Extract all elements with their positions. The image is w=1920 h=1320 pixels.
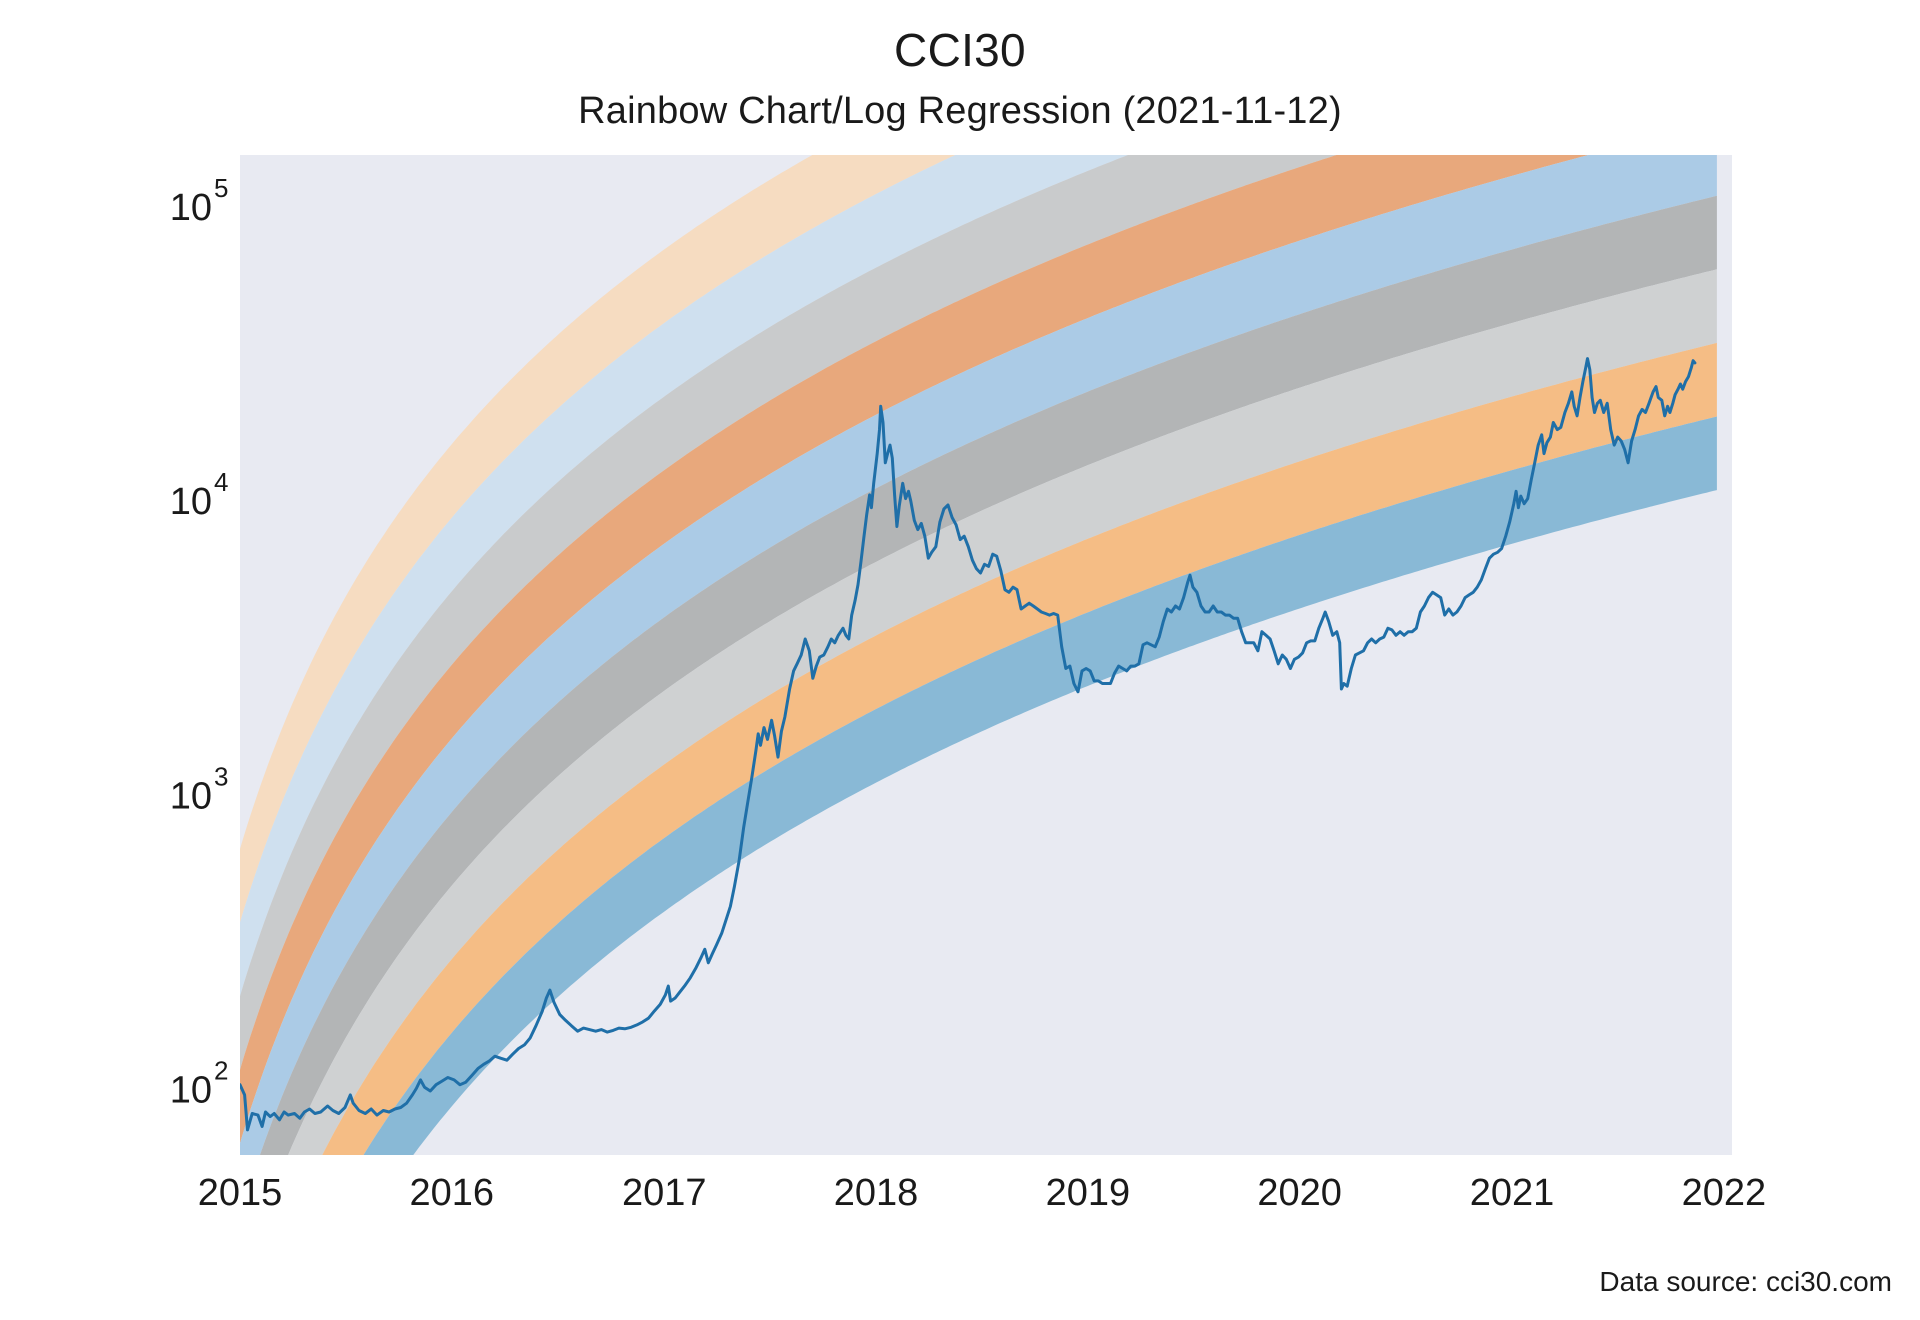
band-1-fire-sale: [363, 416, 1717, 1155]
x-tick-label-7: 2022: [1682, 1172, 1767, 1214]
band-9-maximum-bubble: [240, 155, 956, 923]
band-4-still-cheap: [259, 195, 1717, 1155]
x-tick-label-6: 2021: [1470, 1172, 1555, 1214]
price-line-0: [240, 357, 1697, 1132]
y-tick-label-3: 10: [170, 187, 212, 229]
band-8-sell-seriously: [240, 155, 1128, 997]
title-block: CCI30 Rainbow Chart/Log Regression (2021…: [0, 24, 1920, 135]
band-2-buy: [322, 342, 1717, 1155]
price-line-group: [240, 357, 1697, 1132]
y-tick-exponent-2: 4: [214, 467, 228, 497]
y-tick-label-2: 10: [170, 481, 212, 523]
band-3-accumulate: [288, 269, 1717, 1155]
x-tick-label-5: 2020: [1257, 1172, 1342, 1214]
x-tick-label-0: 2015: [198, 1172, 283, 1214]
chart-subtitle: Rainbow Chart/Log Regression (2021-11-12…: [578, 89, 1342, 132]
data-source-note: Data source: cci30.com: [1599, 1266, 1892, 1297]
rainbow-bands: [240, 155, 1717, 1155]
band-6-is-this-a-bubble: [240, 155, 1589, 1144]
y-tick-label-0: 10: [170, 1070, 212, 1112]
x-tick-label-2: 2017: [622, 1172, 707, 1214]
band-5-hodl: [240, 155, 1717, 1155]
y-tick-exponent-3: 5: [214, 173, 228, 203]
x-tick-label-4: 2019: [1046, 1172, 1131, 1214]
y-tick-exponent-0: 2: [214, 1056, 228, 1086]
x-tick-label-3: 2018: [834, 1172, 919, 1214]
y-tick-exponent-1: 3: [214, 761, 228, 791]
page-title: CCI30: [894, 24, 1026, 76]
x-tick-label-1: 2016: [410, 1172, 495, 1214]
y-tick-label-1: 10: [170, 775, 212, 817]
x-axis-ticks: 2015 2016 2017 2018 2019 2020 2021 2022: [198, 1172, 1766, 1214]
band-7-fomo-intensifies: [240, 155, 1337, 1070]
